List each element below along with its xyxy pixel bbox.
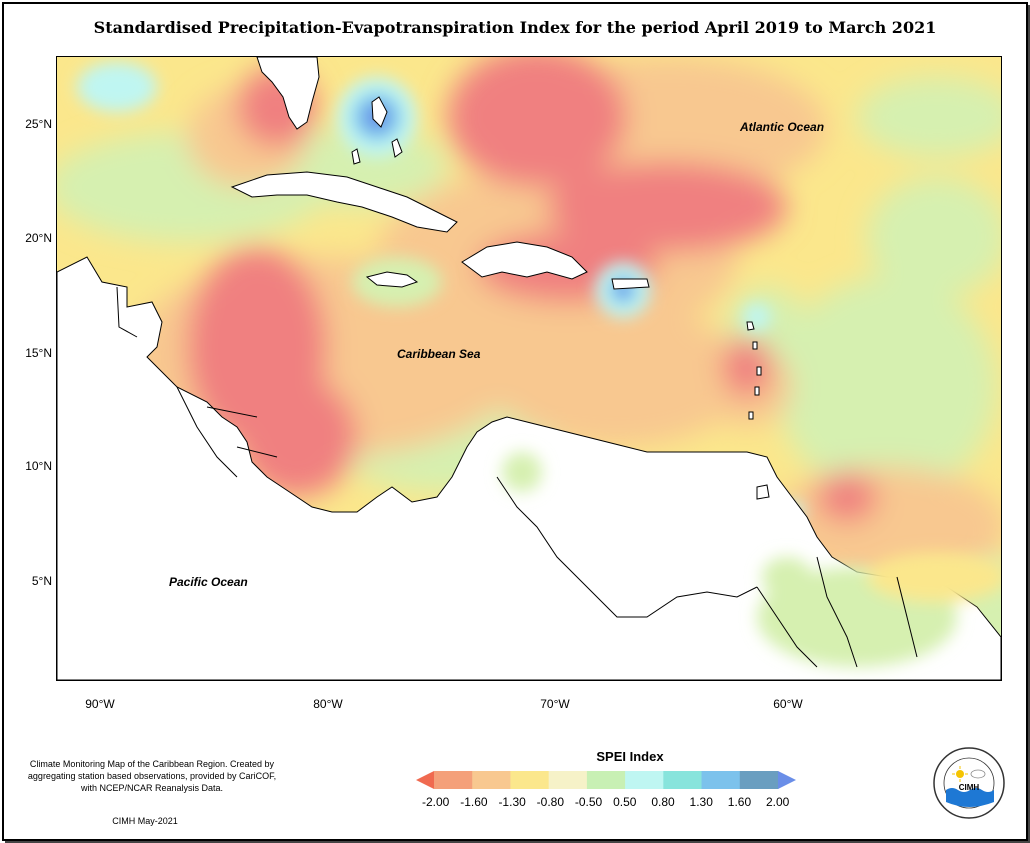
lat-label-15n: 15°N [25,346,52,360]
lat-label-25n: 25°N [25,117,52,131]
legend-swatch [510,771,550,789]
legend-colorbar [416,771,796,789]
legend-value-label: -1.60 [460,795,488,809]
lat-label-20n: 20°N [25,231,52,245]
map-title: Standardised Precipitation-Evapotranspir… [93,18,937,37]
legend-swatch [548,771,588,789]
spei-map: Atlantic Ocean Caribbean Sea Pacific Oce… [56,56,1002,681]
legend-swatch-min [416,771,434,789]
legend-value-label: 1.60 [727,795,752,809]
legend-swatch [472,771,511,789]
legend-swatch [701,771,741,789]
legend-swatch [625,771,664,789]
lon-label-60w: 60°W [773,697,803,711]
lon-label-70w: 70°W [540,697,570,711]
lat-label-5n: 5°N [31,574,52,588]
lat-label-10n: 10°N [25,459,52,473]
map-credits: Climate Monitoring Map of the Caribbean … [27,759,277,793]
legend-swatch [434,771,473,789]
spei-field [57,57,1001,680]
legend-value-label: 1.30 [689,795,713,809]
legend-title: SPEI Index [596,749,664,764]
lon-label-90w: 90°W [85,697,115,711]
legend-value-label: -0.50 [574,795,603,809]
legend-value-label: -0.80 [536,795,565,809]
legend-swatch [663,771,703,789]
legend-swatch-max [778,771,796,789]
legend-value-label: 2.00 [766,795,790,809]
map-credits-date: CIMH May-2021 [112,816,178,826]
legend-value-label: -1.30 [498,795,526,809]
legend-value-label: -2.00 [422,795,450,809]
pacific-ocean-label: Pacific Ocean [169,575,248,589]
legend-swatch [586,771,626,789]
legend-value-label: 0.50 [613,795,637,809]
legend-swatch [739,771,779,789]
atlantic-ocean-label: Atlantic Ocean [740,120,825,134]
cimh-logo: CIMH [933,747,1005,819]
logo-label: CIMH [959,783,980,792]
legend-value-label: 0.80 [651,795,675,809]
caribbean-sea-label: Caribbean Sea [397,347,481,361]
lon-label-80w: 80°W [313,697,343,711]
